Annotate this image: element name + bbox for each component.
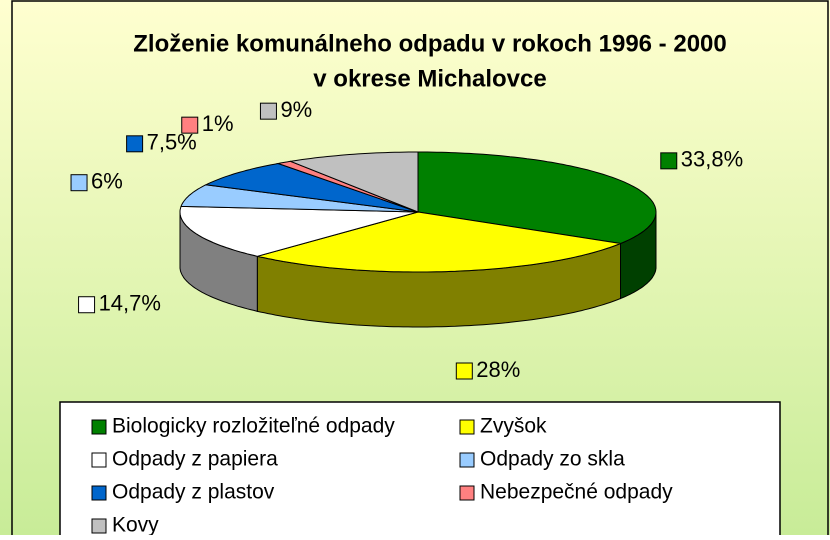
legend-label: Nebezpečné odpady — [480, 481, 673, 504]
data-label: 28% — [476, 357, 520, 382]
legend-key — [91, 518, 107, 534]
label-key — [660, 152, 678, 170]
legend-key — [91, 485, 107, 501]
legend-label: Zvyšok — [480, 415, 547, 438]
label-key — [181, 116, 199, 134]
legend-label: Kovy — [112, 514, 159, 535]
legend-key — [459, 452, 475, 468]
frame — [11, 0, 829, 540]
legend-key — [459, 419, 475, 435]
label-key — [259, 102, 277, 120]
legend-label: Odpady zo skla — [480, 448, 625, 471]
data-label: 33,8% — [681, 147, 743, 172]
chart-title: v okrese Michalovce — [313, 65, 546, 92]
label-key — [126, 135, 144, 153]
legend-box — [59, 401, 781, 540]
legend-label: Biologicky rozložiteľné odpady — [112, 415, 395, 438]
data-label: 6% — [91, 169, 123, 194]
slice — [179, 205, 419, 257]
label-key — [70, 174, 88, 192]
legend-label: Odpady z plastov — [112, 481, 275, 504]
slice — [257, 211, 623, 273]
data-label: 1% — [202, 111, 234, 136]
legend-label: Odpady z papiera — [112, 448, 278, 471]
legend-key — [91, 452, 107, 468]
slice — [180, 184, 419, 213]
slice — [417, 151, 657, 245]
slice — [288, 151, 419, 213]
legend-key — [459, 485, 475, 501]
label-key — [78, 296, 96, 314]
chart-title: Zloženie komunálneho odpadu v rokoch 199… — [133, 30, 726, 57]
data-label: 14,7% — [99, 291, 161, 316]
data-label: 7,5% — [147, 130, 197, 155]
legend-key — [91, 419, 107, 435]
slice — [204, 162, 419, 213]
data-label: 9% — [280, 97, 312, 122]
label-key — [455, 362, 473, 380]
